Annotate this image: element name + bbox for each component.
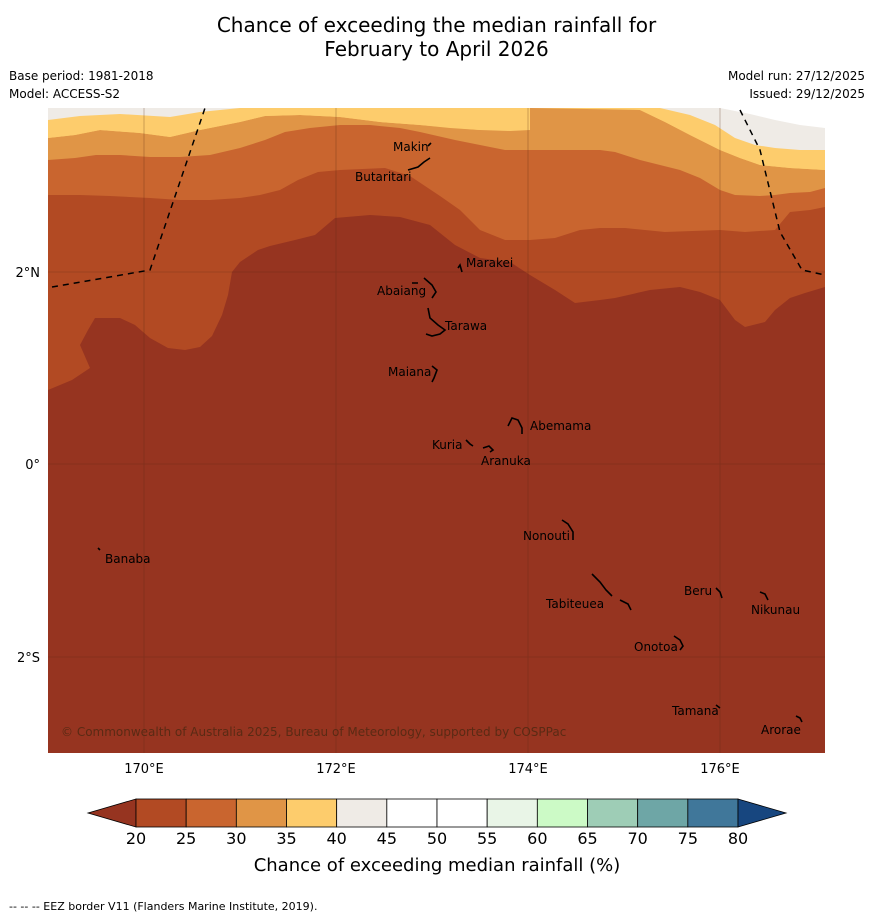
colorbar-bin <box>336 798 388 828</box>
x-tick-label: 174°E <box>508 762 548 777</box>
colorbar-title: Chance of exceeding median rainfall (%) <box>254 855 621 876</box>
copyright-notice: © Commonwealth of Australia 2025, Bureau… <box>61 725 566 739</box>
contour-45-50 <box>720 108 825 128</box>
island-outline <box>457 263 463 273</box>
colorbar-low-extend <box>86 798 137 828</box>
place-label: Banaba <box>105 552 151 566</box>
island-labels: Makin Butaritari Marakei Abaiang Tarawa … <box>105 140 801 737</box>
y-tick-label: 0° <box>25 458 40 473</box>
island-outline <box>407 157 431 171</box>
colorbar-bin <box>386 798 438 828</box>
place-label: Beru <box>684 584 712 598</box>
island-outline <box>507 417 523 434</box>
colorbar-bin <box>185 798 237 828</box>
island-outline <box>591 573 632 611</box>
place-label: Aranuka <box>481 454 531 468</box>
colorbar-tick-label: 35 <box>276 829 296 848</box>
y-tick-label: 2°N <box>16 266 41 281</box>
place-label: Nikunau <box>751 603 800 617</box>
colorbar-tick-label: 65 <box>577 829 597 848</box>
colorbar-tick-label: 45 <box>377 829 397 848</box>
island-outline <box>427 142 432 147</box>
model-run-date: Model run: 27/12/2025 <box>727 69 865 83</box>
colorbar-bin <box>637 798 689 828</box>
colorbar-bin <box>587 798 639 828</box>
island-outline <box>715 587 723 599</box>
x-tick-label: 176°E <box>700 762 740 777</box>
island-outline <box>482 445 495 453</box>
place-label: Makin <box>393 140 429 154</box>
place-label: Onotoa <box>634 640 678 654</box>
map-title-line-2: February to April 2026 <box>324 37 549 61</box>
colorbar-tick-label: 40 <box>326 829 346 848</box>
issued-date: Issued: 29/12/2025 <box>749 87 865 101</box>
place-label: Kuria <box>432 438 463 452</box>
base-period: Base period: 1981-2018 <box>9 69 154 83</box>
place-label: Arorae <box>761 723 801 737</box>
place-label: Marakei <box>466 256 513 270</box>
colorbar-tick-label: 75 <box>678 829 698 848</box>
island-outline <box>431 365 438 383</box>
colorbar-high-extend <box>737 798 788 828</box>
island-outline <box>412 277 437 299</box>
island-outlines <box>97 142 803 723</box>
island-outline <box>673 635 684 651</box>
eez-footnote: -- -- -- EEZ border V11 (Flanders Marine… <box>9 900 318 913</box>
eez-border-dashed-line <box>51 107 826 288</box>
place-label: Nonouti <box>523 529 570 543</box>
place-label: Butaritari <box>355 170 412 184</box>
colorbar-legend: 20 25 30 35 40 45 50 55 60 65 70 75 80 <box>86 798 788 848</box>
colorbar-tick-label: 70 <box>627 829 647 848</box>
colorbar-tick-label: 80 <box>728 829 748 848</box>
x-axis-ticks: 170°E 172°E 174°E 176°E <box>124 762 740 777</box>
colorbar-bin <box>235 798 287 828</box>
place-label: Abaiang <box>377 284 426 298</box>
map-title-line-1: Chance of exceeding the median rainfall … <box>216 13 657 37</box>
colorbar-bin <box>436 798 488 828</box>
x-tick-label: 172°E <box>316 762 356 777</box>
y-axis-ticks: 2°N 0° 2°S <box>16 266 41 666</box>
colorbar-bin <box>286 798 338 828</box>
island-outline <box>715 704 721 709</box>
island-outline <box>561 519 574 540</box>
colorbar-bin <box>135 798 187 828</box>
island-outline <box>97 547 101 551</box>
island-outline <box>465 439 474 447</box>
colorbar-tick-label: 30 <box>226 829 246 848</box>
colorbar-tick-label: 25 <box>176 829 196 848</box>
colorbar-bin <box>536 798 588 828</box>
contour-30-35 <box>48 108 825 196</box>
colorbar-tick-label: 50 <box>427 829 447 848</box>
colorbar-tick-label: 55 <box>477 829 497 848</box>
colorbar-tick-label: 20 <box>126 829 146 848</box>
island-outline <box>425 307 447 337</box>
place-label: Tamana <box>671 704 719 718</box>
model-name: Model: ACCESS-S2 <box>9 87 121 101</box>
island-outline <box>795 715 803 723</box>
colorbar-bin <box>486 798 538 828</box>
y-tick-label: 2°S <box>17 651 40 666</box>
x-tick-label: 170°E <box>124 762 164 777</box>
place-label: Abemama <box>530 419 591 433</box>
colorbar-bin <box>687 798 739 828</box>
graticule <box>48 108 825 753</box>
place-label: Tarawa <box>444 319 487 333</box>
probability-contours <box>48 108 825 753</box>
place-label: Tabiteuea <box>545 597 604 611</box>
place-label: Maiana <box>388 365 431 379</box>
colorbar-tick-label: 60 <box>527 829 547 848</box>
island-outline <box>759 591 769 601</box>
